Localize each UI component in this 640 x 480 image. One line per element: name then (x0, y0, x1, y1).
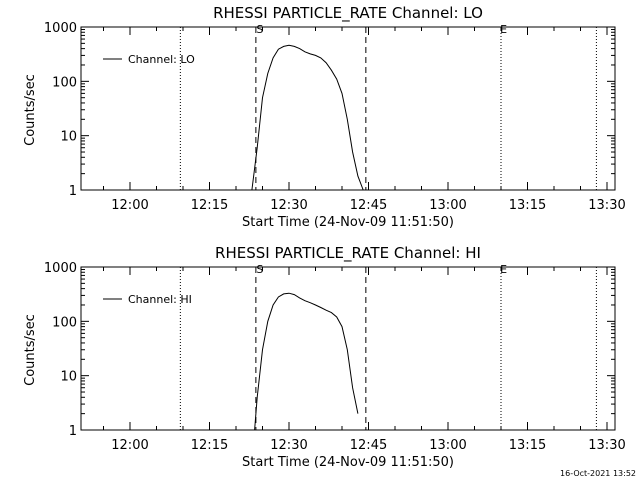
x-tick-label: 13:00 (429, 198, 466, 213)
chart-title: RHESSI PARTICLE_RATE Channel: HI (215, 244, 481, 263)
x-tick-label: 12:15 (191, 438, 228, 453)
start-marker: S (256, 263, 263, 276)
y-tick-label: 100 (52, 315, 77, 330)
y-tick-label: 1000 (44, 21, 77, 36)
x-tick-label: 12:45 (350, 438, 387, 453)
series-line (254, 292, 359, 431)
end-marker: E (500, 263, 507, 276)
x-tick-label: 13:00 (429, 438, 466, 453)
start-marker: S (256, 23, 263, 36)
x-tick-label: 12:00 (111, 198, 148, 213)
legend-entry: Channel: LO (128, 53, 195, 66)
chart-panel-hi: RHESSI PARTICLE_RATE Channel: HI Counts/… (23, 244, 626, 470)
chart-title: RHESSI PARTICLE_RATE Channel: LO (213, 4, 483, 23)
end-marker: E (500, 23, 507, 36)
x-tick-label: 13:30 (588, 438, 625, 453)
y-tick-label: 10 (60, 130, 77, 145)
x-axis-label: Start Time (24-Nov-09 11:51:50) (242, 455, 454, 470)
x-tick-label: 12:00 (111, 438, 148, 453)
y-tick-label: 1000 (44, 261, 77, 276)
x-axis-label: Start Time (24-Nov-09 11:51:50) (242, 215, 454, 230)
y-axis-label: Counts/sec (23, 74, 38, 146)
plot-frame (80, 266, 616, 431)
x-tick-label: 12:30 (270, 438, 307, 453)
chart-panel-lo: RHESSI PARTICLE_RATE Channel: LO Counts/… (23, 4, 626, 230)
y-tick-label: 1 (69, 424, 77, 439)
plot-frame (80, 26, 616, 191)
y-tick-label: 10 (60, 370, 77, 385)
generation-timestamp: 16-Oct-2021 13:52 (560, 469, 636, 478)
x-tick-label: 13:30 (588, 198, 625, 213)
x-tick-label: 12:45 (350, 198, 387, 213)
x-tick-label: 12:30 (270, 198, 307, 213)
y-tick-label: 100 (52, 75, 77, 90)
y-axis-label: Counts/sec (23, 314, 38, 386)
y-tick-label: 1 (69, 184, 77, 199)
x-tick-label: 13:15 (509, 438, 546, 453)
series-line (251, 44, 364, 191)
legend-entry: Channel: HI (128, 293, 192, 306)
x-tick-label: 13:15 (509, 198, 546, 213)
x-tick-label: 12:15 (191, 198, 228, 213)
